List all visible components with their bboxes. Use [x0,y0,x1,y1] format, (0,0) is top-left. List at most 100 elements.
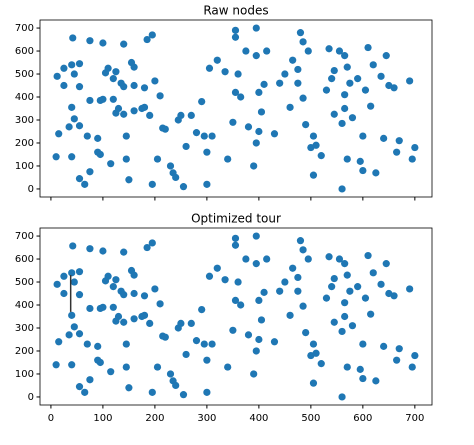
node [263,255,271,263]
node [294,79,302,87]
node [213,56,221,64]
node [109,303,117,311]
node [348,114,357,122]
node [328,283,336,291]
node [231,241,240,249]
node [289,264,297,272]
node [286,103,294,111]
node [231,33,240,41]
node [338,119,346,128]
node [276,79,284,87]
node [252,347,260,355]
node [231,26,240,34]
x-tick-label: 700 [405,413,424,424]
node [75,383,84,391]
node [411,143,419,152]
node [203,356,211,364]
node [86,96,94,105]
x-tick-label: 600 [353,413,372,424]
node [130,63,138,71]
node [237,93,245,101]
node [68,269,76,277]
y-tick-label: 300 [15,115,34,126]
node [75,60,84,68]
node [192,129,201,137]
node [146,111,154,119]
node [104,64,112,72]
node [380,134,388,142]
node [309,379,318,387]
node [122,155,130,163]
node [151,285,159,293]
node [187,111,195,119]
node [335,255,344,263]
node [382,260,390,268]
node [390,292,398,300]
node [304,255,312,263]
node [369,61,377,69]
node [309,340,318,348]
node [302,120,310,129]
node [69,34,77,42]
node [60,81,68,90]
node [341,260,349,268]
node [252,52,260,60]
node [109,95,117,103]
axes-title: Raw nodes [203,4,268,18]
node [372,169,380,177]
node [231,296,240,305]
node [81,388,89,396]
node [276,287,284,295]
node [341,91,349,99]
node [109,283,117,291]
y-tick-label: 400 [15,300,34,311]
node [99,303,107,311]
x-tick-label: 100 [93,413,112,424]
x-tick-label: 200 [145,413,164,424]
node [109,75,117,83]
x-tick-label: 500 [301,413,320,424]
node [81,180,89,188]
node [270,130,279,138]
node [343,155,351,163]
node [390,84,398,92]
node [304,47,312,55]
node [120,83,128,91]
node [120,318,128,326]
y-tick-label: 200 [15,138,34,149]
node [69,242,77,250]
y-tick-label: 700 [15,231,34,242]
node [224,363,232,371]
node [250,370,258,378]
node [68,311,76,319]
node [114,312,123,321]
y-tick-label: 200 [15,346,34,357]
node [382,52,390,60]
node [395,137,403,145]
node [364,251,372,260]
node [122,340,130,348]
node [299,94,307,102]
node [299,38,307,46]
node [177,319,185,327]
node [255,88,263,97]
node [205,64,214,72]
node [408,155,416,163]
node [130,289,138,298]
y-tick-label: 300 [15,323,34,334]
node [153,363,162,371]
node [86,304,94,313]
node [330,274,338,283]
node [221,68,229,76]
node [75,175,84,183]
node [107,160,115,168]
node [161,333,169,341]
node [250,162,258,170]
node [354,75,362,83]
node [341,312,349,321]
node [281,70,289,78]
node [75,83,84,91]
node [94,134,102,142]
node [203,388,211,396]
node [130,271,138,279]
